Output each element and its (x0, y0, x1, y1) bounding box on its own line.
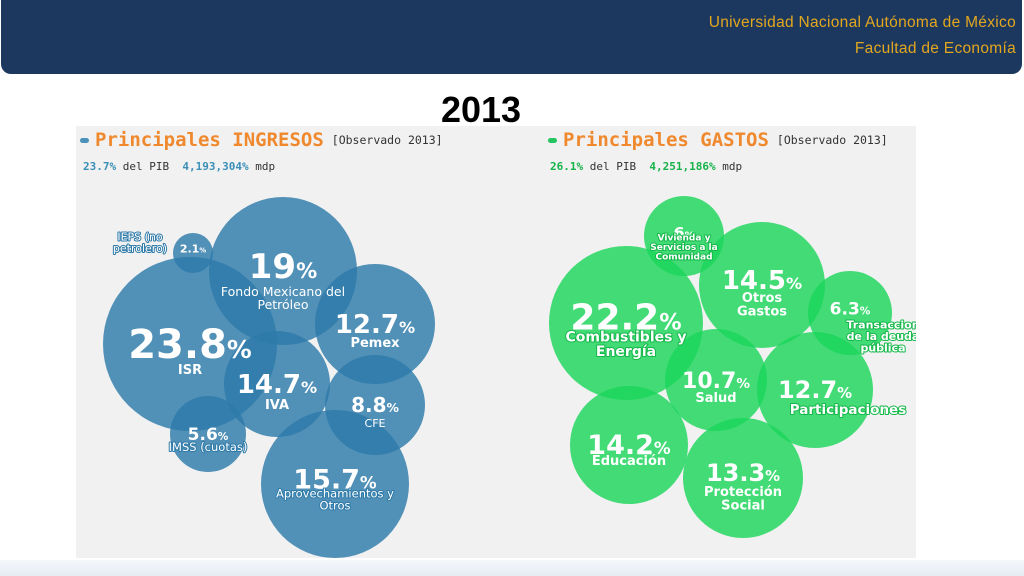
gastos-bubble-label: Salud (695, 391, 736, 406)
gastos-bubble-pct: 10.7% (682, 369, 750, 394)
gastos-summary: 26.1% del PIB 4,251,186% mdp (550, 160, 742, 173)
ingresos-bubble-pct: 5.6% (188, 425, 229, 445)
gastos-bubble-label: Vivienda y Servicios a la Comunidad (650, 233, 717, 262)
ingresos-amount: 4,193,304% (182, 160, 249, 173)
ingresos-summary: 23.7% del PIB 4,193,304% mdp (83, 160, 275, 173)
gastos-bubble-label: Educación (592, 454, 666, 469)
gastos-bubble (570, 386, 688, 504)
gastos-bubble-pct: 22.2% (570, 297, 681, 338)
gastos-bubble (665, 329, 767, 431)
ingresos-bubble (315, 264, 435, 384)
gastos-bubble (699, 222, 825, 348)
ingresos-bubble-label: IEPS (no petrolero) (113, 231, 167, 256)
slide-year-title: 2013 (440, 89, 522, 130)
gastos-amount: 4,251,186% (649, 160, 716, 173)
gastos-observed: [Observado 2013] (776, 133, 888, 147)
ingresos-bubbles: 19%Fondo Mexicano del Petróleo 2.1% IEPS (n… (103, 197, 435, 558)
gastos-bubble-pct: 14.5% (722, 266, 802, 296)
gastos-bubble (644, 196, 724, 276)
ingresos-bubble-label: Aprovechamientos y Otros (276, 486, 394, 512)
gastos-bubble-pct: 6.3% (830, 300, 871, 320)
gastos-bubble-label: Protección Social (704, 485, 782, 514)
ingresos-bubble-pct: 2.1% (180, 243, 207, 256)
ingresos-bubble-pct: 14.7% (237, 370, 317, 400)
ingresos-bubble-label: Pemex (350, 336, 400, 351)
bubble-infographic: Principales INGRESOS [Observado 2013] 23.… (76, 126, 916, 558)
ingresos-bubble-label: IVA (265, 398, 289, 413)
gastos-bubble-pct: 13.3% (706, 459, 780, 487)
ingresos-observed: [Observado 2013] (331, 133, 443, 147)
ingresos-bubble-pct: 12.7% (335, 310, 415, 340)
ingresos-bubble-pct: 8.8% (351, 393, 399, 417)
gastos-title: Principales GASTOS [Observado 2013] (548, 129, 888, 151)
ingresos-bubble-label: Fondo Mexicano del Petróleo (221, 284, 345, 312)
gastos-bubble-label: Transaccion de la deuda pública (846, 319, 916, 355)
ingresos-pib-text: del PIB (122, 160, 170, 173)
gastos-bubble-label: Combustibles y Energía (566, 329, 687, 360)
ingresos-pib-pct: 23.7% (83, 160, 117, 173)
ingresos-amount-unit: mdp (255, 160, 276, 173)
ingresos-title: Principales INGRESOS [Observado 2013] (80, 129, 443, 151)
header-bar: Universidad Nacional Autónoma de México … (1, 0, 1022, 74)
institution-name: Universidad Nacional Autónoma de México (708, 14, 1016, 31)
ingresos-bubble (224, 331, 330, 437)
ingresos-bubble-label: CFE (365, 417, 386, 430)
gastos-bubble (549, 246, 703, 400)
faculty-name: Facultad de Economía (854, 40, 1016, 57)
ingresos-bubble-pct: 15.7% (293, 464, 377, 495)
gastos-bubble-pct: 6% (673, 223, 694, 242)
gastos-title-text: Principales GASTOS (563, 129, 769, 151)
ingresos-title-text: Principales INGRESOS (95, 129, 324, 151)
gastos-bubble-pct: 14.2% (587, 430, 671, 461)
ingresos-bubble-label: ISR (178, 363, 202, 378)
ingresos-bubble-pct: 23.8% (128, 322, 252, 368)
footer-strip (0, 560, 1024, 576)
gastos-pib-text: del PIB (589, 160, 637, 173)
gastos-bubble-label: Otros Gastos (737, 291, 787, 320)
bullet-icon (548, 138, 557, 143)
gastos-bubbles: 6%Vivienda y Servicios a la Comunidad 22.2%… (549, 196, 916, 538)
gastos-bubble (757, 332, 873, 448)
gastos-bubble (683, 418, 803, 538)
bullet-icon (80, 138, 89, 143)
ingresos-bubble-pct: 19% (249, 247, 317, 287)
gastos-bubble-pct: 12.7% (778, 376, 852, 404)
gastos-bubble-label: Participaciones (790, 402, 907, 418)
ingresos-bubble (261, 410, 409, 558)
ingresos-bubble-label: IMSS (cuotas) (169, 440, 248, 454)
gastos-pib-pct: 26.1% (550, 160, 584, 173)
ingresos-bubble (170, 396, 246, 472)
gastos-amount-unit: mdp (722, 160, 743, 173)
bubble-chart: 19%Fondo Mexicano del Petróleo 2.1% IEPS (n… (103, 196, 916, 558)
